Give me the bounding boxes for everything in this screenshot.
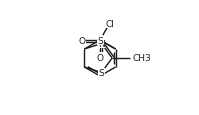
Text: N: N bbox=[98, 40, 105, 49]
Text: O: O bbox=[78, 36, 85, 45]
Text: S: S bbox=[97, 36, 103, 45]
Text: Cl: Cl bbox=[105, 20, 114, 29]
Text: CH3: CH3 bbox=[132, 54, 151, 63]
Text: S: S bbox=[99, 68, 104, 77]
Text: O: O bbox=[97, 53, 103, 62]
